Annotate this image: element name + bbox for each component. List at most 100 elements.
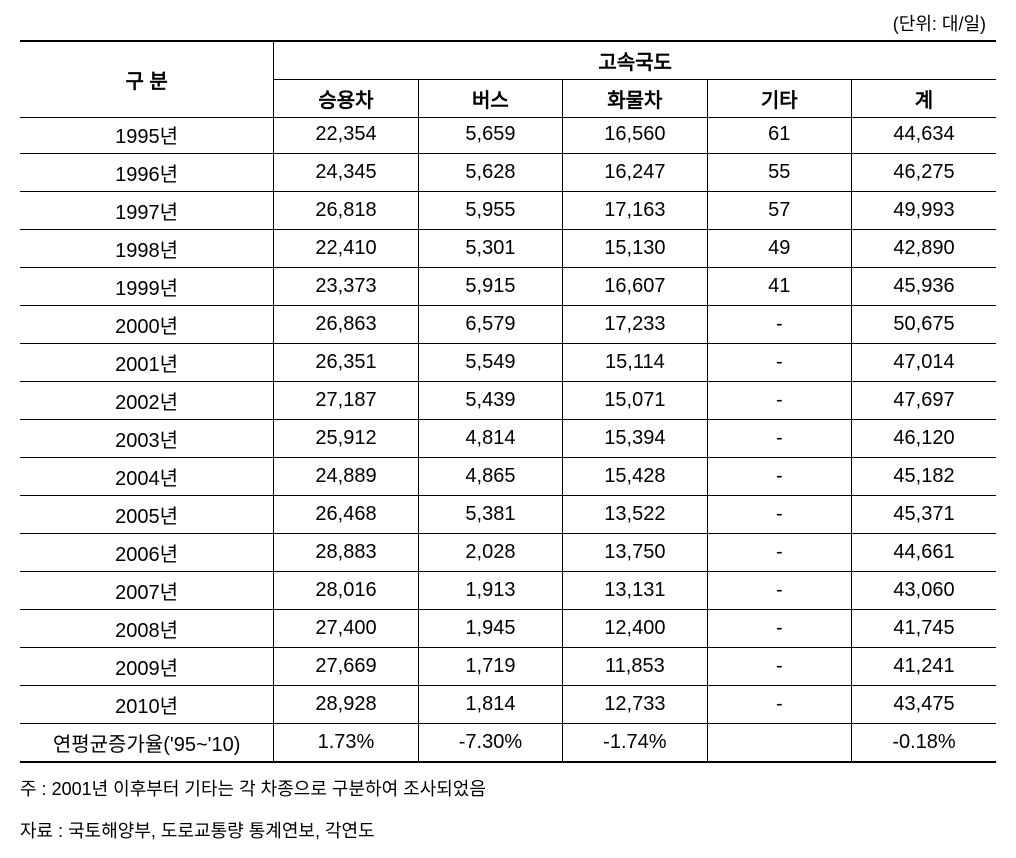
data-cell: 27,187 <box>274 382 418 420</box>
data-cell: 6,579 <box>418 306 562 344</box>
data-cell: - <box>707 686 851 724</box>
data-cell: 15,394 <box>563 420 707 458</box>
data-cell: 12,733 <box>563 686 707 724</box>
data-cell: 16,247 <box>563 154 707 192</box>
data-cell: 15,114 <box>563 344 707 382</box>
data-cell: 5,439 <box>418 382 562 420</box>
data-cell: 47,697 <box>852 382 996 420</box>
data-cell: 28,928 <box>274 686 418 724</box>
data-cell: 15,071 <box>563 382 707 420</box>
header-col-3: 기타 <box>707 80 851 118</box>
data-cell: 5,628 <box>418 154 562 192</box>
data-cell: 4,865 <box>418 458 562 496</box>
header-col-2: 화물차 <box>563 80 707 118</box>
footnote-2: 자료 : 국토해양부, 도로교통량 통계연보, 각연도 <box>20 815 996 847</box>
data-cell: 50,675 <box>852 306 996 344</box>
data-cell: - <box>707 344 851 382</box>
row-label: 2002년 <box>20 382 274 420</box>
table-row: 1995년22,3545,65916,5606144,634 <box>20 118 996 154</box>
data-cell: - <box>707 458 851 496</box>
data-cell: 44,634 <box>852 118 996 154</box>
table-row: 연평균증가율('95~'10)1.73%-7.30%-1.74%-0.18% <box>20 724 996 763</box>
data-cell: 25,912 <box>274 420 418 458</box>
row-label: 1997년 <box>20 192 274 230</box>
table-row: 1996년24,3455,62816,2475546,275 <box>20 154 996 192</box>
data-cell: 47,014 <box>852 344 996 382</box>
data-cell: - <box>707 534 851 572</box>
row-label: 2009년 <box>20 648 274 686</box>
row-label: 1999년 <box>20 268 274 306</box>
data-cell: 42,890 <box>852 230 996 268</box>
data-cell: 11,853 <box>563 648 707 686</box>
data-cell: 12,400 <box>563 610 707 648</box>
data-cell: 5,381 <box>418 496 562 534</box>
data-cell: - <box>707 382 851 420</box>
header-col-0: 승용차 <box>274 80 418 118</box>
data-cell: 1,814 <box>418 686 562 724</box>
data-cell: 15,428 <box>563 458 707 496</box>
header-main-group: 고속국도 <box>274 41 996 80</box>
data-cell: 28,883 <box>274 534 418 572</box>
table-row: 1998년22,4105,30115,1304942,890 <box>20 230 996 268</box>
data-cell: 13,131 <box>563 572 707 610</box>
data-cell: 26,351 <box>274 344 418 382</box>
table-row: 2001년26,3515,54915,114-47,014 <box>20 344 996 382</box>
data-cell: 27,400 <box>274 610 418 648</box>
data-cell: 16,560 <box>563 118 707 154</box>
data-cell: 5,659 <box>418 118 562 154</box>
data-cell: 24,889 <box>274 458 418 496</box>
table-row: 2000년26,8636,57917,233-50,675 <box>20 306 996 344</box>
data-cell: 44,661 <box>852 534 996 572</box>
row-label: 2004년 <box>20 458 274 496</box>
row-label: 2006년 <box>20 534 274 572</box>
data-cell: 26,468 <box>274 496 418 534</box>
data-cell: 41,745 <box>852 610 996 648</box>
data-cell: 23,373 <box>274 268 418 306</box>
row-label: 2000년 <box>20 306 274 344</box>
data-cell: 28,016 <box>274 572 418 610</box>
data-cell: 1,945 <box>418 610 562 648</box>
data-cell: - <box>707 610 851 648</box>
data-cell: 43,060 <box>852 572 996 610</box>
table-row: 2010년28,9281,81412,733-43,475 <box>20 686 996 724</box>
data-cell: 1.73% <box>274 724 418 763</box>
data-cell: 22,354 <box>274 118 418 154</box>
header-col-1: 버스 <box>418 80 562 118</box>
data-cell: - <box>707 496 851 534</box>
header-col-4: 계 <box>852 80 996 118</box>
table-row: 2005년26,4685,38113,522-45,371 <box>20 496 996 534</box>
data-cell: 4,814 <box>418 420 562 458</box>
data-cell: 46,275 <box>852 154 996 192</box>
row-label: 1998년 <box>20 230 274 268</box>
data-cell: 45,936 <box>852 268 996 306</box>
data-cell: 22,410 <box>274 230 418 268</box>
data-cell: -7.30% <box>418 724 562 763</box>
data-cell: 61 <box>707 118 851 154</box>
row-label: 1996년 <box>20 154 274 192</box>
data-cell: 45,371 <box>852 496 996 534</box>
table-row: 2009년27,6691,71911,853-41,241 <box>20 648 996 686</box>
table-row: 1999년23,3735,91516,6074145,936 <box>20 268 996 306</box>
data-cell: -1.74% <box>563 724 707 763</box>
data-cell: 27,669 <box>274 648 418 686</box>
data-cell: 57 <box>707 192 851 230</box>
row-label: 2008년 <box>20 610 274 648</box>
data-cell: - <box>707 420 851 458</box>
data-table: 구 분 고속국도 승용차 버스 화물차 기타 계 1995년22,3545,65… <box>20 40 996 763</box>
data-cell: 13,522 <box>563 496 707 534</box>
data-cell: 5,955 <box>418 192 562 230</box>
data-cell: - <box>707 572 851 610</box>
data-cell: 5,915 <box>418 268 562 306</box>
data-cell: 1,913 <box>418 572 562 610</box>
data-cell: 24,345 <box>274 154 418 192</box>
footnote-1: 주 : 2001년 이후부터 기타는 각 차종으로 구분하여 조사되었음 <box>20 773 996 805</box>
header-category: 구 분 <box>20 41 274 118</box>
data-cell: 15,130 <box>563 230 707 268</box>
row-label: 2001년 <box>20 344 274 382</box>
table-row: 2003년25,9124,81415,394-46,120 <box>20 420 996 458</box>
table-row: 2008년27,4001,94512,400-41,745 <box>20 610 996 648</box>
table-row: 2002년27,1875,43915,071-47,697 <box>20 382 996 420</box>
data-cell: 5,549 <box>418 344 562 382</box>
row-label: 2007년 <box>20 572 274 610</box>
data-cell: 55 <box>707 154 851 192</box>
